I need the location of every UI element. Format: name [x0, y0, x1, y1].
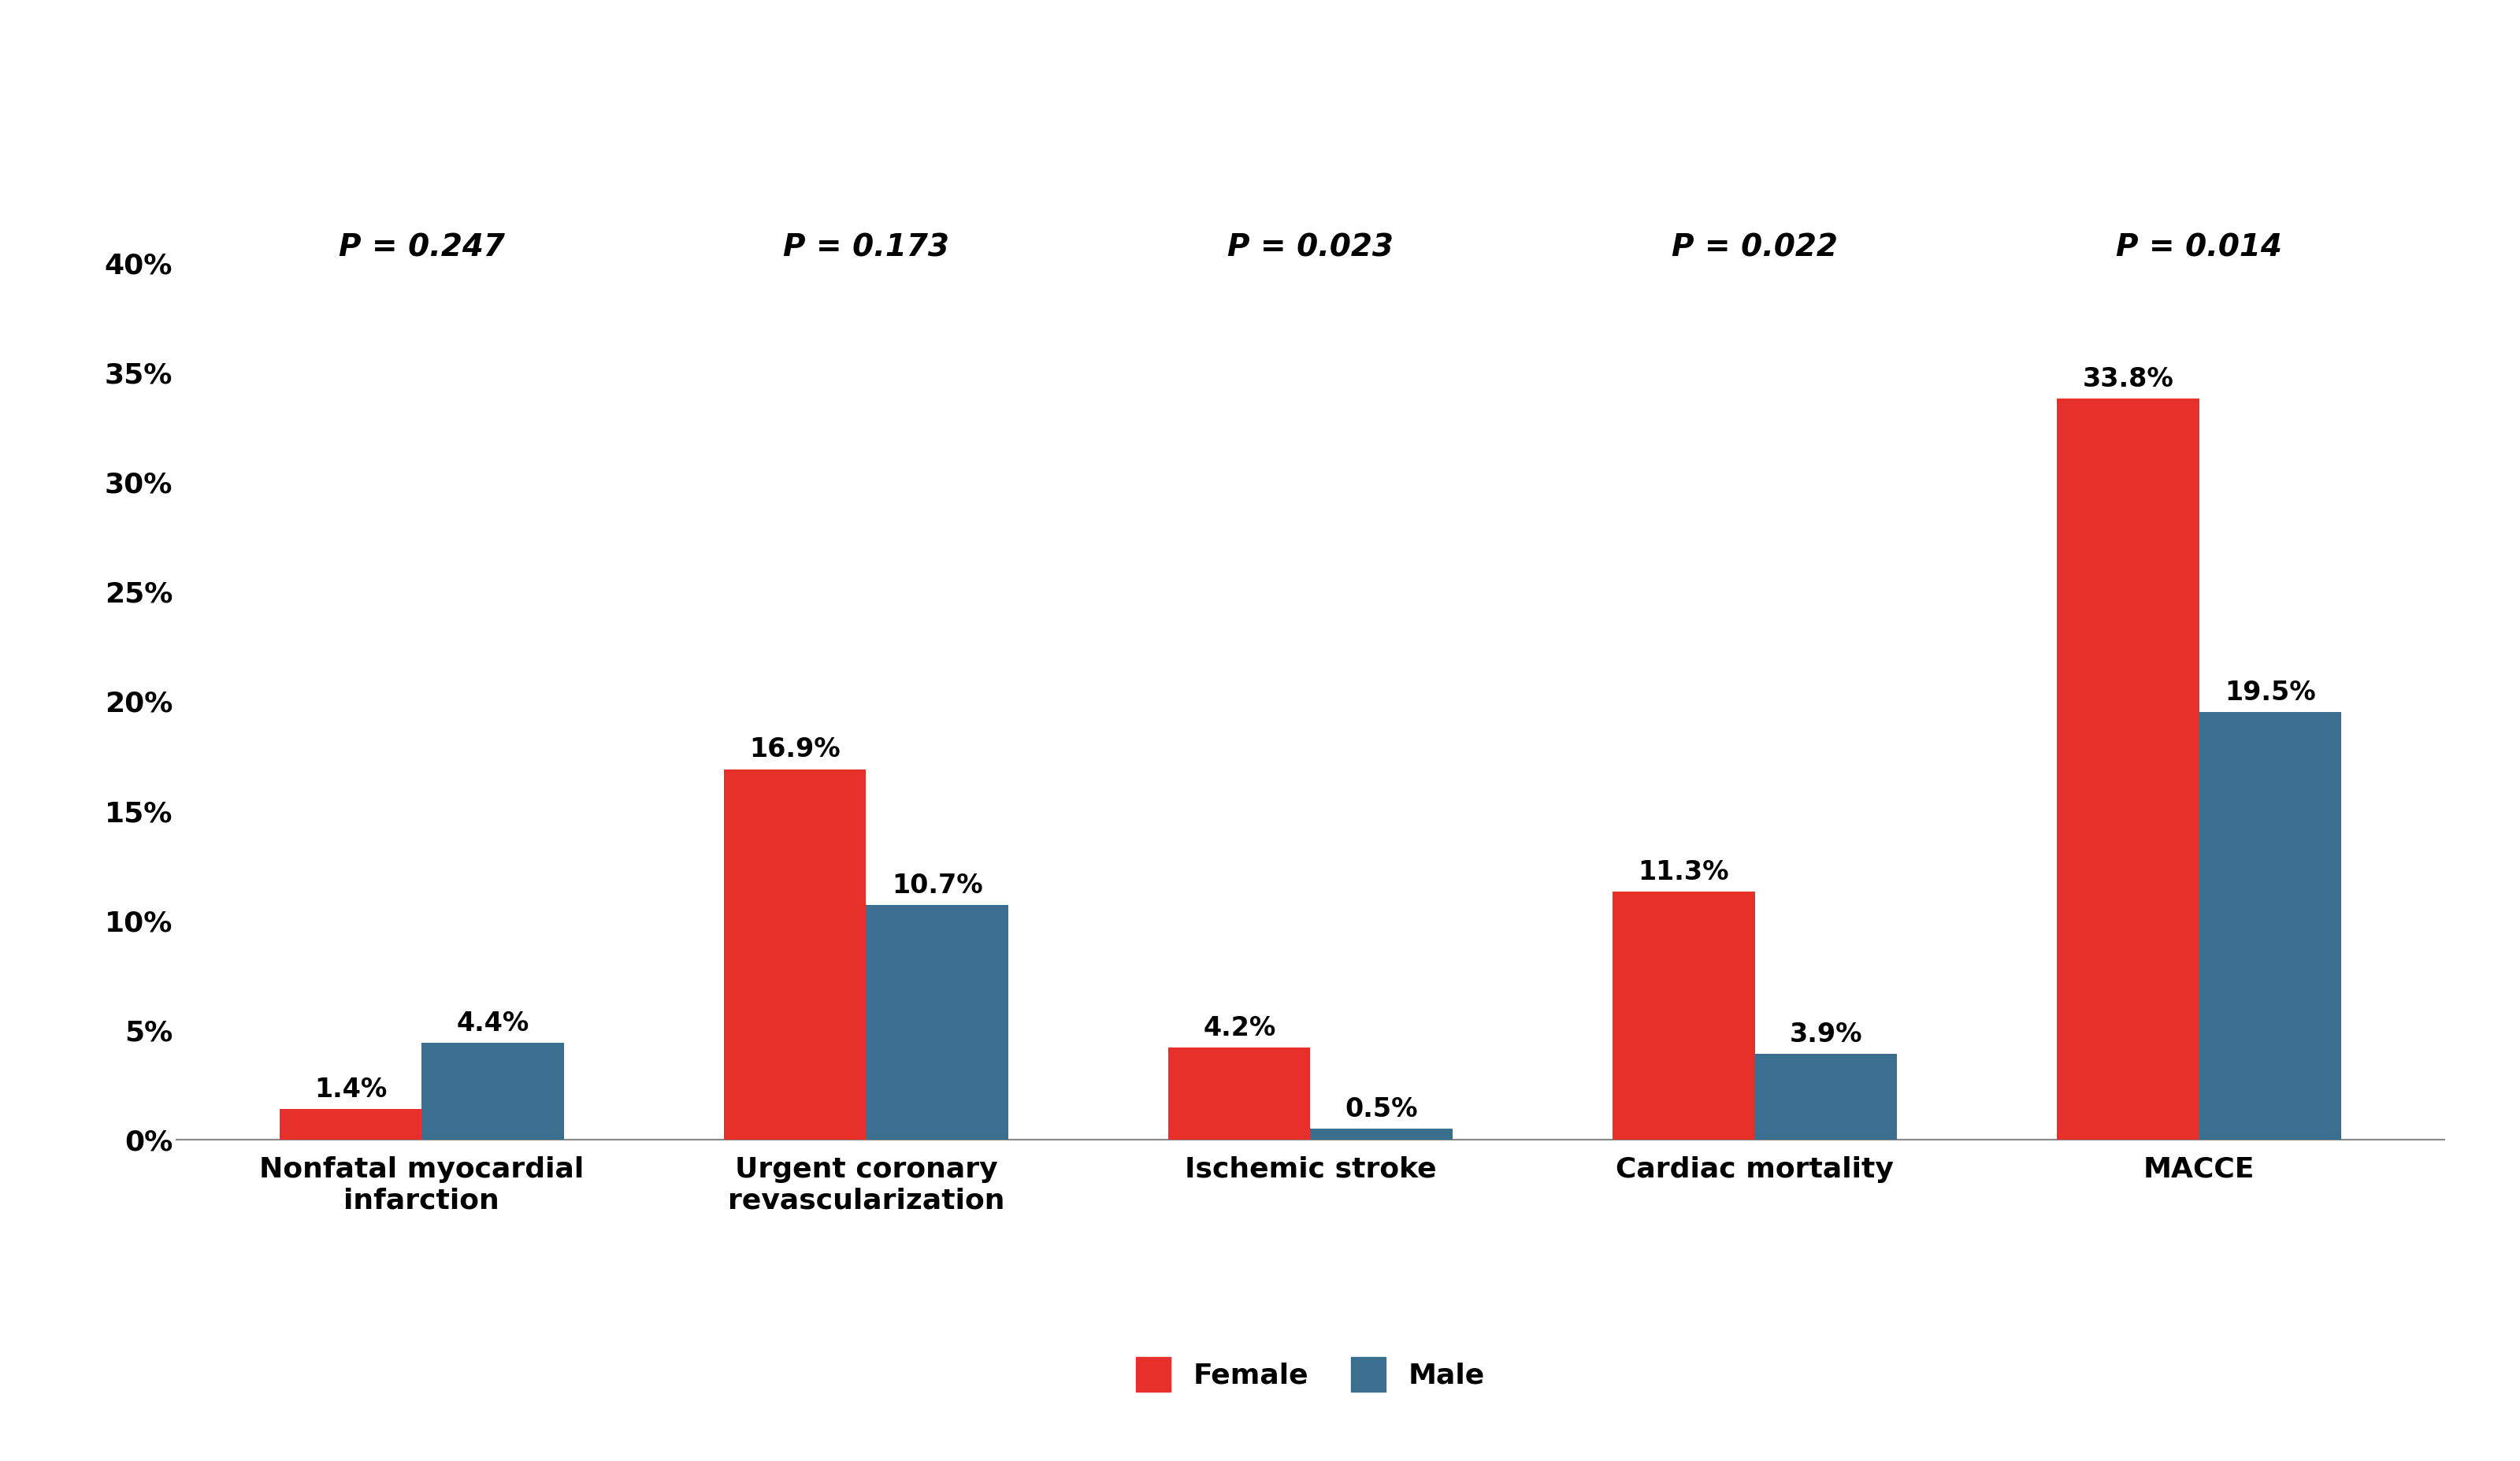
- Bar: [723, 768, 867, 1140]
- Bar: [280, 1109, 421, 1140]
- Bar: [1169, 1048, 1310, 1140]
- Bar: [2200, 712, 2341, 1140]
- Bar: [1613, 891, 1754, 1140]
- Text: 33.8%: 33.8%: [2082, 367, 2175, 392]
- Text: 1.4%: 1.4%: [315, 1077, 388, 1102]
- Bar: [421, 1043, 564, 1140]
- Text: 19.5%: 19.5%: [2225, 679, 2316, 706]
- Text: 3.9%: 3.9%: [1789, 1021, 1862, 1048]
- Legend: Female, Male: Female, Male: [1121, 1343, 1499, 1405]
- Text: 16.9%: 16.9%: [748, 736, 842, 763]
- Text: 0.5%: 0.5%: [1346, 1096, 1419, 1122]
- Bar: [2056, 399, 2200, 1140]
- Bar: [1754, 1055, 1898, 1140]
- Bar: [867, 904, 1008, 1140]
- Text: 4.2%: 4.2%: [1202, 1015, 1275, 1040]
- Text: P = 0.173: P = 0.173: [784, 234, 950, 263]
- Text: 10.7%: 10.7%: [892, 872, 983, 899]
- Bar: [1310, 1128, 1452, 1140]
- Text: P = 0.022: P = 0.022: [1671, 234, 1837, 263]
- Text: P = 0.247: P = 0.247: [338, 234, 504, 263]
- Text: P = 0.023: P = 0.023: [1227, 234, 1394, 263]
- Text: 4.4%: 4.4%: [456, 1011, 529, 1037]
- Text: P = 0.014: P = 0.014: [2117, 234, 2283, 263]
- Text: 11.3%: 11.3%: [1638, 859, 1729, 885]
